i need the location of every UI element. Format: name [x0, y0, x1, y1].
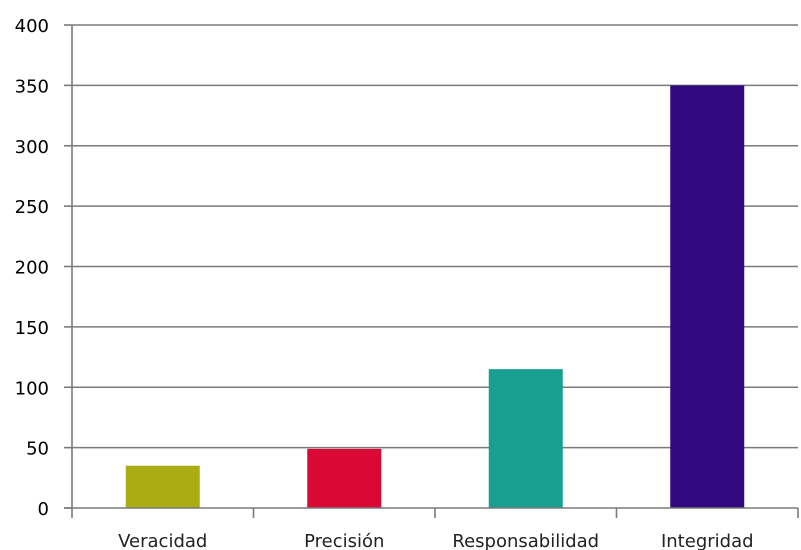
y-tick-label: 350	[15, 76, 49, 97]
y-tick-label: 200	[15, 258, 49, 279]
y-tick-label: 150	[15, 318, 49, 339]
y-tick-label: 400	[15, 16, 49, 37]
x-tick-label: Responsabilidad	[452, 531, 599, 550]
y-tick-labels: 0 50 100 150 200 250 300 350 400	[15, 16, 49, 520]
y-tick-label: 0	[38, 499, 49, 520]
bar-precision	[307, 448, 382, 508]
y-tick-label: 100	[15, 378, 49, 399]
y-tick-label: 300	[15, 137, 49, 158]
x-tick-label: Integridad	[661, 531, 754, 550]
axes	[64, 24, 799, 518]
bars	[125, 85, 745, 508]
y-tick-label: 50	[26, 439, 49, 460]
y-tick-label: 250	[15, 197, 49, 218]
x-tick-label: Veracidad	[118, 531, 207, 550]
x-tick-labels: Veracidad Precisión Responsabilidad Integri…	[118, 531, 753, 550]
bar-integridad	[670, 85, 745, 508]
bar-veracidad	[125, 465, 200, 508]
bar-responsabilidad	[488, 369, 563, 508]
gridlines	[72, 24, 798, 449]
x-tick-label: Precisión	[304, 531, 384, 550]
